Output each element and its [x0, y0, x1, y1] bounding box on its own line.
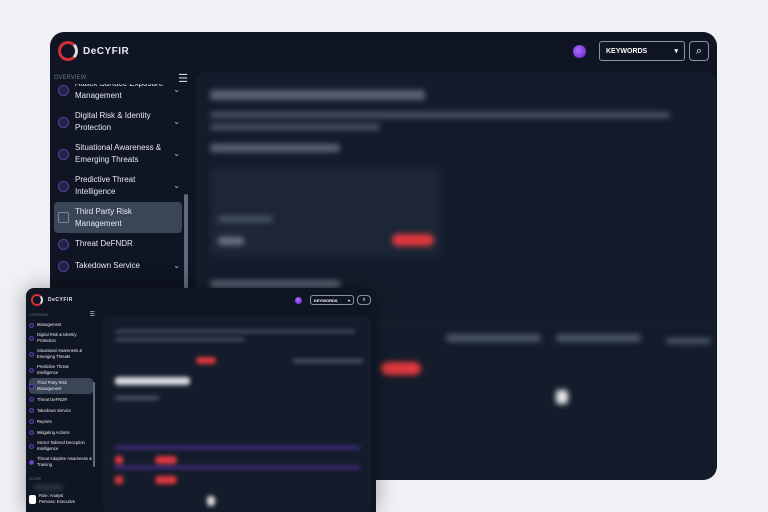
keyword-select[interactable]: KEYWORDS ▾: [310, 295, 354, 305]
training-icon: [29, 459, 34, 465]
shield-icon: [58, 84, 69, 96]
section-label: OVERVIEW: [29, 313, 48, 317]
sidebar-item-label: Predictive Threat Intelligence: [75, 175, 136, 196]
sidebar-item-attack-surface[interactable]: Management: [29, 320, 95, 330]
shield-icon: [29, 322, 34, 328]
sidebar-item-list: Attack Surface Exposure Management ⌄ Dig…: [54, 84, 188, 324]
sidebar-item-label: Digital Risk & Identity Protection: [75, 111, 151, 132]
sidebar-item-label: Threat DeFNDR: [75, 239, 133, 248]
brand-logo: DeCYFIR: [58, 41, 129, 61]
sidebar-item-sector-deception[interactable]: Sector Tailored Deception Intelligence: [29, 438, 95, 454]
sidebar-item-label: Reports: [37, 418, 52, 424]
sidebar-item-label: Digital Risk & Identity Protection: [37, 332, 77, 343]
scope-label: SCOPE: [29, 477, 42, 481]
keyword-select[interactable]: KEYWORDS ▾: [599, 41, 685, 61]
keyword-select-value: KEYWORDS: [606, 47, 648, 55]
sidebar-item-label: Predictive Threat Intelligence: [37, 364, 69, 375]
sidebar-item-takedown[interactable]: Takedown Service ⌄: [54, 255, 188, 277]
section-label: OVERVIEW: [54, 75, 87, 81]
report-icon: [29, 419, 34, 424]
chevron-down-icon: ⌄: [173, 181, 180, 190]
sidebar-item-label: Threat DeFNDR: [37, 396, 68, 402]
caret-down-icon: ▾: [674, 48, 678, 55]
user-profile[interactable]: Role: Analyst Persona: Executive: [29, 493, 95, 505]
grid-icon: [29, 383, 34, 389]
sidebar: OVERVIEW ☰ Attack Surface Exposure Manag…: [50, 72, 192, 480]
sidebar-item-predictive-threat[interactable]: Predictive Threat Intelligence: [29, 362, 95, 378]
document-icon: [58, 148, 69, 160]
sidebar-scrollbar[interactable]: [93, 382, 95, 467]
chevron-down-icon: ⌄: [173, 261, 180, 270]
chevron-down-icon: ⌄: [173, 85, 180, 94]
menu-toggle-icon[interactable]: ☰: [178, 72, 188, 85]
sidebar-item-third-party-risk[interactable]: Third Party Risk Management: [29, 378, 93, 394]
document-icon: [29, 351, 34, 357]
content-panel: [103, 316, 371, 512]
sidebar-item-threat-defndr[interactable]: Threat DeFNDR: [54, 233, 188, 255]
sidebar-item-label: Situational Awareness & Emerging Threats: [37, 348, 83, 359]
brand-name: DeCYFIR: [48, 297, 73, 303]
top-bar: DeCYFIR KEYWORDS ▾ ⌕: [26, 288, 376, 312]
sidebar-item-digital-risk[interactable]: Digital Risk & Identity Protection ⌄: [54, 106, 188, 138]
sidebar-item-label: Takedown Service: [75, 261, 140, 270]
sidebar-item-mitigating-actions[interactable]: Mitigating Actions: [29, 427, 95, 438]
user-avatar[interactable]: [573, 44, 586, 58]
sidebar-item-third-party-risk[interactable]: Third Party Risk Management: [54, 202, 182, 233]
user-avatar[interactable]: [295, 296, 302, 304]
sidebar-item-takedown[interactable]: Takedown Service: [29, 405, 95, 416]
sidebar-item-label: Mitigating Actions: [37, 429, 70, 435]
chevron-down-icon: ⌄: [173, 149, 180, 158]
shield-icon: [58, 116, 69, 128]
scope-selector[interactable]: [33, 486, 63, 489]
atom-icon: [29, 367, 34, 373]
atom-icon: [58, 180, 69, 192]
brand-name: DeCYFIR: [83, 45, 130, 57]
target-icon: [29, 443, 34, 449]
sidebar-item-digital-risk[interactable]: Digital Risk & Identity Protection: [29, 330, 95, 346]
brand-logo: DeCYFIR: [31, 294, 73, 306]
sidebar-scrollbar[interactable]: [184, 194, 188, 329]
sidebar-item-label: Sector Tailored Deception Intelligence: [37, 440, 85, 451]
grid-icon: [58, 212, 69, 223]
shield-icon: [29, 408, 34, 413]
shield-icon: [29, 335, 34, 341]
search-icon: ⌕: [695, 44, 703, 57]
logo-icon: [58, 41, 78, 61]
sidebar-item-reports[interactable]: Reports: [29, 416, 95, 427]
chevron-down-icon: ⌄: [173, 117, 180, 126]
sidebar: OVERVIEW ☰ Management Digital Risk & Ide…: [26, 312, 98, 512]
sidebar-item-label: Third Party Risk Management: [75, 206, 132, 228]
caret-down-icon: ▾: [347, 297, 350, 303]
logo-icon: [31, 294, 43, 306]
sidebar-item-predictive-threat[interactable]: Predictive Threat Intelligence ⌄: [54, 170, 188, 202]
sidebar-item-situational-awareness[interactable]: Situational Awareness & Emerging Threats…: [54, 138, 188, 170]
clipboard-icon: [29, 430, 34, 435]
sidebar-item-label: Situational Awareness & Emerging Threats: [75, 143, 162, 164]
sidebar-item-label: Attack Surface Exposure Management: [75, 84, 163, 100]
sidebar-item-label: Third Party Risk Management: [37, 380, 67, 391]
preview-window: DeCYFIR KEYWORDS ▾ ⌕ OVERVIEW ☰ Manageme…: [26, 288, 376, 512]
user-role: Role: Analyst: [39, 493, 64, 498]
sidebar-item-label: Takedown Service: [37, 407, 71, 413]
sidebar-item-attack-surface[interactable]: Attack Surface Exposure Management ⌄: [54, 84, 188, 106]
search-icon: ⌕: [362, 296, 366, 303]
sidebar-item-threat-defndr[interactable]: Threat DeFNDR: [29, 394, 95, 405]
sidebar-item-awareness-training[interactable]: Threat Adaptive Awareness & Training: [29, 454, 95, 470]
user-persona: Persona: Executive: [39, 499, 76, 504]
menu-toggle-icon[interactable]: ☰: [89, 312, 95, 318]
sidebar-item-label: Management: [37, 322, 62, 327]
sidebar-item-label: Threat Adaptive Awareness & Training: [37, 456, 92, 467]
search-button[interactable]: ⌕: [357, 295, 371, 305]
crosshair-icon: [58, 238, 69, 250]
user-avatar-icon: [29, 494, 36, 504]
shield-icon: [58, 260, 69, 272]
top-bar: DeCYFIR KEYWORDS ▾ ⌕: [50, 32, 717, 70]
crosshair-icon: [29, 397, 34, 402]
keyword-select-value: KEYWORDS: [314, 297, 338, 303]
search-button[interactable]: ⌕: [689, 41, 709, 61]
sidebar-item-situational-awareness[interactable]: Situational Awareness & Emerging Threats: [29, 346, 95, 362]
